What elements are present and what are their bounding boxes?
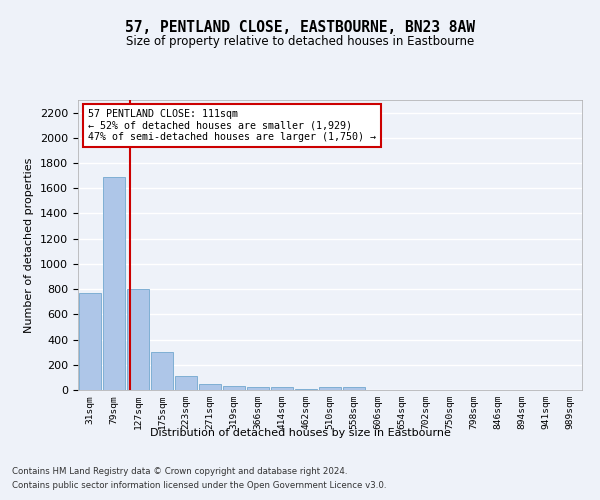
Bar bbox=[247, 387, 269, 390]
Bar bbox=[199, 384, 221, 390]
Text: Size of property relative to detached houses in Eastbourne: Size of property relative to detached ho… bbox=[126, 34, 474, 48]
Bar bbox=[103, 177, 125, 390]
Text: 57 PENTLAND CLOSE: 111sqm
← 52% of detached houses are smaller (1,929)
47% of se: 57 PENTLAND CLOSE: 111sqm ← 52% of detac… bbox=[88, 108, 376, 142]
Text: Contains HM Land Registry data © Crown copyright and database right 2024.: Contains HM Land Registry data © Crown c… bbox=[12, 466, 347, 475]
Text: Distribution of detached houses by size in Eastbourne: Distribution of detached houses by size … bbox=[149, 428, 451, 438]
Text: Contains public sector information licensed under the Open Government Licence v3: Contains public sector information licen… bbox=[12, 480, 386, 490]
Bar bbox=[343, 388, 365, 390]
Bar bbox=[127, 289, 149, 390]
Bar bbox=[175, 376, 197, 390]
Y-axis label: Number of detached properties: Number of detached properties bbox=[25, 158, 34, 332]
Bar bbox=[271, 388, 293, 390]
Text: 57, PENTLAND CLOSE, EASTBOURNE, BN23 8AW: 57, PENTLAND CLOSE, EASTBOURNE, BN23 8AW bbox=[125, 20, 475, 35]
Bar bbox=[223, 386, 245, 390]
Bar bbox=[319, 388, 341, 390]
Bar bbox=[151, 352, 173, 390]
Bar bbox=[79, 293, 101, 390]
